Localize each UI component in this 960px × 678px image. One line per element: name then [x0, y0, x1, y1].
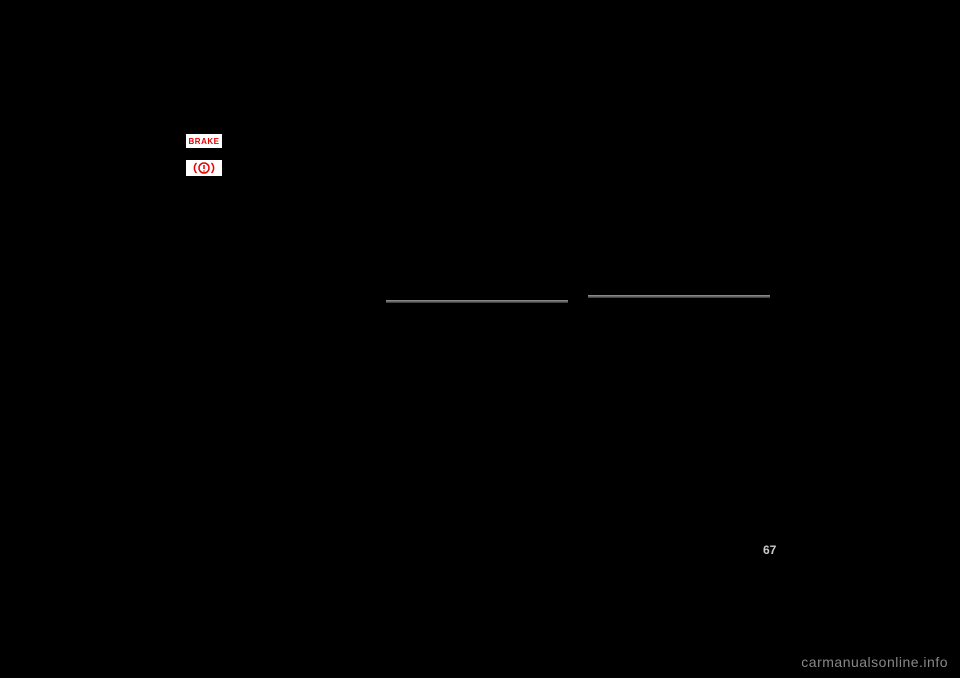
section-divider-right — [588, 295, 770, 298]
brake-warning-icon — [193, 161, 215, 175]
watermark: carmanualsonline.info — [801, 654, 948, 670]
brake-text-indicator: BRAKE — [186, 134, 222, 148]
section-divider-left — [386, 300, 568, 303]
page-number: 67 — [763, 543, 776, 557]
brake-circle-indicator — [186, 160, 222, 176]
brake-label: BRAKE — [189, 137, 220, 146]
